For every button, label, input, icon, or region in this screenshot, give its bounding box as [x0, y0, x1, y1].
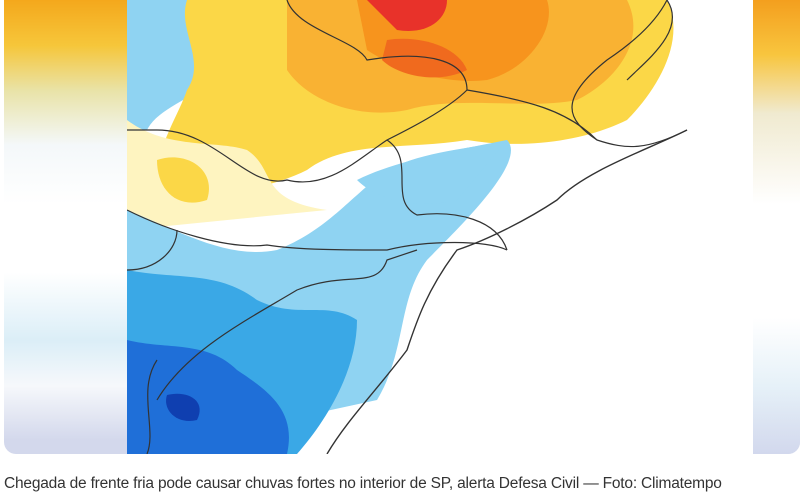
temperature-anomaly-map [127, 0, 753, 454]
blurred-backdrop [752, 0, 800, 454]
image-caption: Chegada de frente fria pode causar chuva… [4, 475, 722, 492]
state-borders [127, 0, 688, 454]
article-figure [4, 0, 800, 454]
